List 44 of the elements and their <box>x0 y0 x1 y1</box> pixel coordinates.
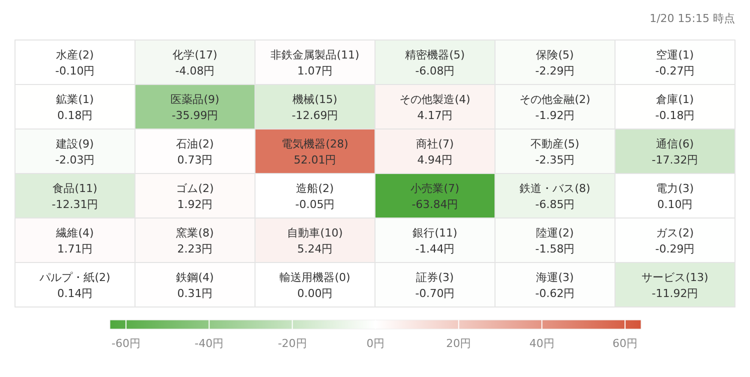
text: 1/20 15:15 時点 <box>650 12 735 25</box>
data-label: 繊維(4) 1.71円 <box>55 226 94 256</box>
data-label: 保険(5) -2.29円 <box>535 48 575 78</box>
color-bar-label: -20円 <box>278 337 307 350</box>
data-label: 不動産(5) -2.35円 <box>530 137 580 166</box>
color-bar-label: 20円 <box>446 337 472 350</box>
data-label: 窯業(8) 2.23円 <box>176 226 214 256</box>
data-label: 海運(3) -0.62円 <box>535 270 575 300</box>
data-label: 建設(9) -2.03円 <box>55 137 95 166</box>
data-label: 造船(2) -0.05円 <box>295 182 335 211</box>
data-label: 銀行(11) -1.44円 <box>412 226 458 256</box>
data-label: ガス(2) -0.29円 <box>655 226 695 256</box>
data-label: 医薬品(9) -35.99円 <box>170 92 220 122</box>
data-label: 通信(6) -17.32円 <box>652 137 698 166</box>
data-label: 倉庫(1) -0.18円 <box>655 92 695 122</box>
data-label: 精密機器(5) -6.08円 <box>405 48 465 78</box>
data-label: 食品(11) -12.31円 <box>52 182 98 211</box>
data-label: 化学(17) -4.08円 <box>172 48 218 78</box>
data-label: 電力(3) 0.10円 <box>656 182 694 211</box>
data-label: ゴム(2) 1.92円 <box>176 182 214 211</box>
data-label: 自動車(10) 5.24円 <box>287 226 343 256</box>
data-label: その他製造(4) 4.17円 <box>400 92 470 122</box>
data-label: 鉱業(1) 0.18円 <box>56 92 94 122</box>
color-bar-label: 0円 <box>366 337 384 350</box>
color-bar-label: 40円 <box>529 337 554 350</box>
data-label: 電気機器(28) 52.01円 <box>282 137 348 166</box>
color-bar-label: -60円 <box>111 337 140 350</box>
data-label: 鉄鋼(4) 0.31円 <box>176 270 214 300</box>
data-label: 機械(15) -12.69円 <box>292 92 338 122</box>
color-bar-label: -40円 <box>194 337 224 350</box>
data-label: 証券(3) -0.70円 <box>415 270 455 300</box>
data-label: 輸送用機器(0) 0.00円 <box>280 270 350 300</box>
data-label: 石油(2) 0.73円 <box>176 137 214 166</box>
data-label: 鉄道・バス(8) -6.85円 <box>520 182 590 211</box>
data-label: 非鉄金属製品(11) 1.07円 <box>270 48 360 78</box>
data-label: 商社(7) 4.94円 <box>416 137 454 166</box>
data-label: パルプ・紙(2) 0.14円 <box>38 270 110 300</box>
data-label: 空運(1) -0.27円 <box>655 48 695 78</box>
data-label: 水産(2) -0.10円 <box>55 48 95 78</box>
data-label: サービス(13) -11.92円 <box>642 270 708 300</box>
data-label: その他金融(2) -1.92円 <box>520 92 590 122</box>
data-label: 小売業(7) -63.84円 <box>410 182 460 211</box>
color-bar-label: 60円 <box>612 337 638 350</box>
data-label: 陸運(2) -1.58円 <box>535 226 575 256</box>
